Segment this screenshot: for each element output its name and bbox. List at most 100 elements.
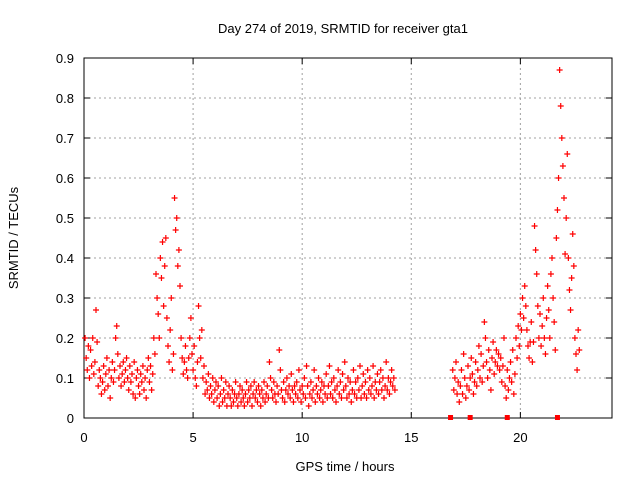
data-point xyxy=(230,399,237,405)
data-point xyxy=(295,367,302,373)
data-point xyxy=(507,359,514,365)
data-point xyxy=(323,371,330,377)
data-point xyxy=(542,351,549,357)
data-point xyxy=(229,387,236,393)
data-point xyxy=(275,391,282,397)
data-point xyxy=(360,371,367,377)
data-point xyxy=(474,367,481,373)
data-point xyxy=(346,391,353,397)
data-point xyxy=(194,359,201,365)
data-point xyxy=(571,335,578,341)
data-point xyxy=(456,399,463,405)
data-point xyxy=(303,363,310,369)
data-point xyxy=(105,383,111,389)
data-point xyxy=(311,367,318,373)
data-point xyxy=(318,379,325,385)
data-point xyxy=(328,379,335,385)
data-point xyxy=(91,359,98,365)
data-point xyxy=(501,335,507,341)
data-point xyxy=(197,355,204,361)
data-point xyxy=(541,335,548,341)
data-point xyxy=(126,363,133,369)
data-point xyxy=(549,255,555,261)
data-point xyxy=(193,383,200,389)
data-point xyxy=(477,375,483,381)
data-point xyxy=(306,391,313,397)
data-point xyxy=(478,351,485,357)
data-point xyxy=(556,67,563,73)
data-point xyxy=(329,395,336,401)
data-point xyxy=(287,395,294,401)
data-point xyxy=(484,375,491,381)
data-point xyxy=(386,391,393,397)
data-point xyxy=(209,375,216,381)
data-point xyxy=(134,367,141,373)
data-point xyxy=(96,367,103,373)
data-point xyxy=(291,383,298,389)
data-point xyxy=(234,403,241,409)
data-point xyxy=(385,375,392,381)
data-point xyxy=(211,387,218,393)
data-point xyxy=(485,347,492,353)
data-point xyxy=(462,395,469,401)
data-point xyxy=(557,103,564,109)
data-point xyxy=(528,319,535,325)
data-point xyxy=(330,375,337,381)
data-point xyxy=(106,367,113,373)
data-point xyxy=(495,351,502,357)
data-point xyxy=(181,359,188,365)
data-point xyxy=(459,391,466,397)
data-point xyxy=(310,387,317,393)
data-point xyxy=(221,395,228,401)
data-point xyxy=(171,195,178,201)
data-point xyxy=(268,387,275,393)
data-point xyxy=(82,335,89,341)
data-point xyxy=(566,287,573,293)
data-point xyxy=(460,351,467,357)
gap-marker xyxy=(448,415,454,420)
data-point xyxy=(322,391,329,397)
data-point xyxy=(293,379,300,385)
data-point xyxy=(516,343,523,349)
data-point xyxy=(504,367,511,373)
data-point xyxy=(335,367,342,373)
data-point xyxy=(473,383,480,389)
x-tick-label: 10 xyxy=(295,430,309,445)
data-point xyxy=(538,343,545,349)
data-point xyxy=(109,359,116,365)
data-point xyxy=(190,367,197,373)
data-point xyxy=(93,307,99,313)
data-point xyxy=(125,387,132,393)
data-point xyxy=(282,387,289,393)
data-point xyxy=(138,379,145,385)
data-point xyxy=(487,387,494,393)
data-point xyxy=(139,363,146,369)
data-point xyxy=(156,335,163,341)
y-tick-label: 0.9 xyxy=(56,51,74,66)
data-point xyxy=(127,379,134,385)
data-point xyxy=(317,387,324,393)
data-point xyxy=(498,379,505,385)
data-point xyxy=(455,379,462,385)
y-tick-label: 0.6 xyxy=(56,171,74,186)
data-point xyxy=(518,327,525,333)
chart-title: Day 274 of 2019, SRMTID for receiver gta… xyxy=(218,21,468,36)
data-point xyxy=(470,391,477,397)
data-point xyxy=(334,383,341,389)
data-point xyxy=(179,355,186,361)
data-point xyxy=(569,231,576,237)
x-tick-label: 5 xyxy=(189,430,196,445)
data-point xyxy=(471,379,478,385)
data-point xyxy=(121,379,128,385)
data-point xyxy=(288,371,295,377)
y-axis-label: SRMTID / TECUs xyxy=(6,186,21,289)
x-axis-label: GPS time / hours xyxy=(296,459,395,474)
data-point xyxy=(258,387,265,393)
data-point xyxy=(451,375,458,381)
data-point xyxy=(273,399,279,405)
data-point xyxy=(90,371,97,377)
data-point xyxy=(183,367,190,373)
data-point xyxy=(458,367,465,373)
data-point xyxy=(558,135,565,141)
data-point xyxy=(146,379,153,385)
